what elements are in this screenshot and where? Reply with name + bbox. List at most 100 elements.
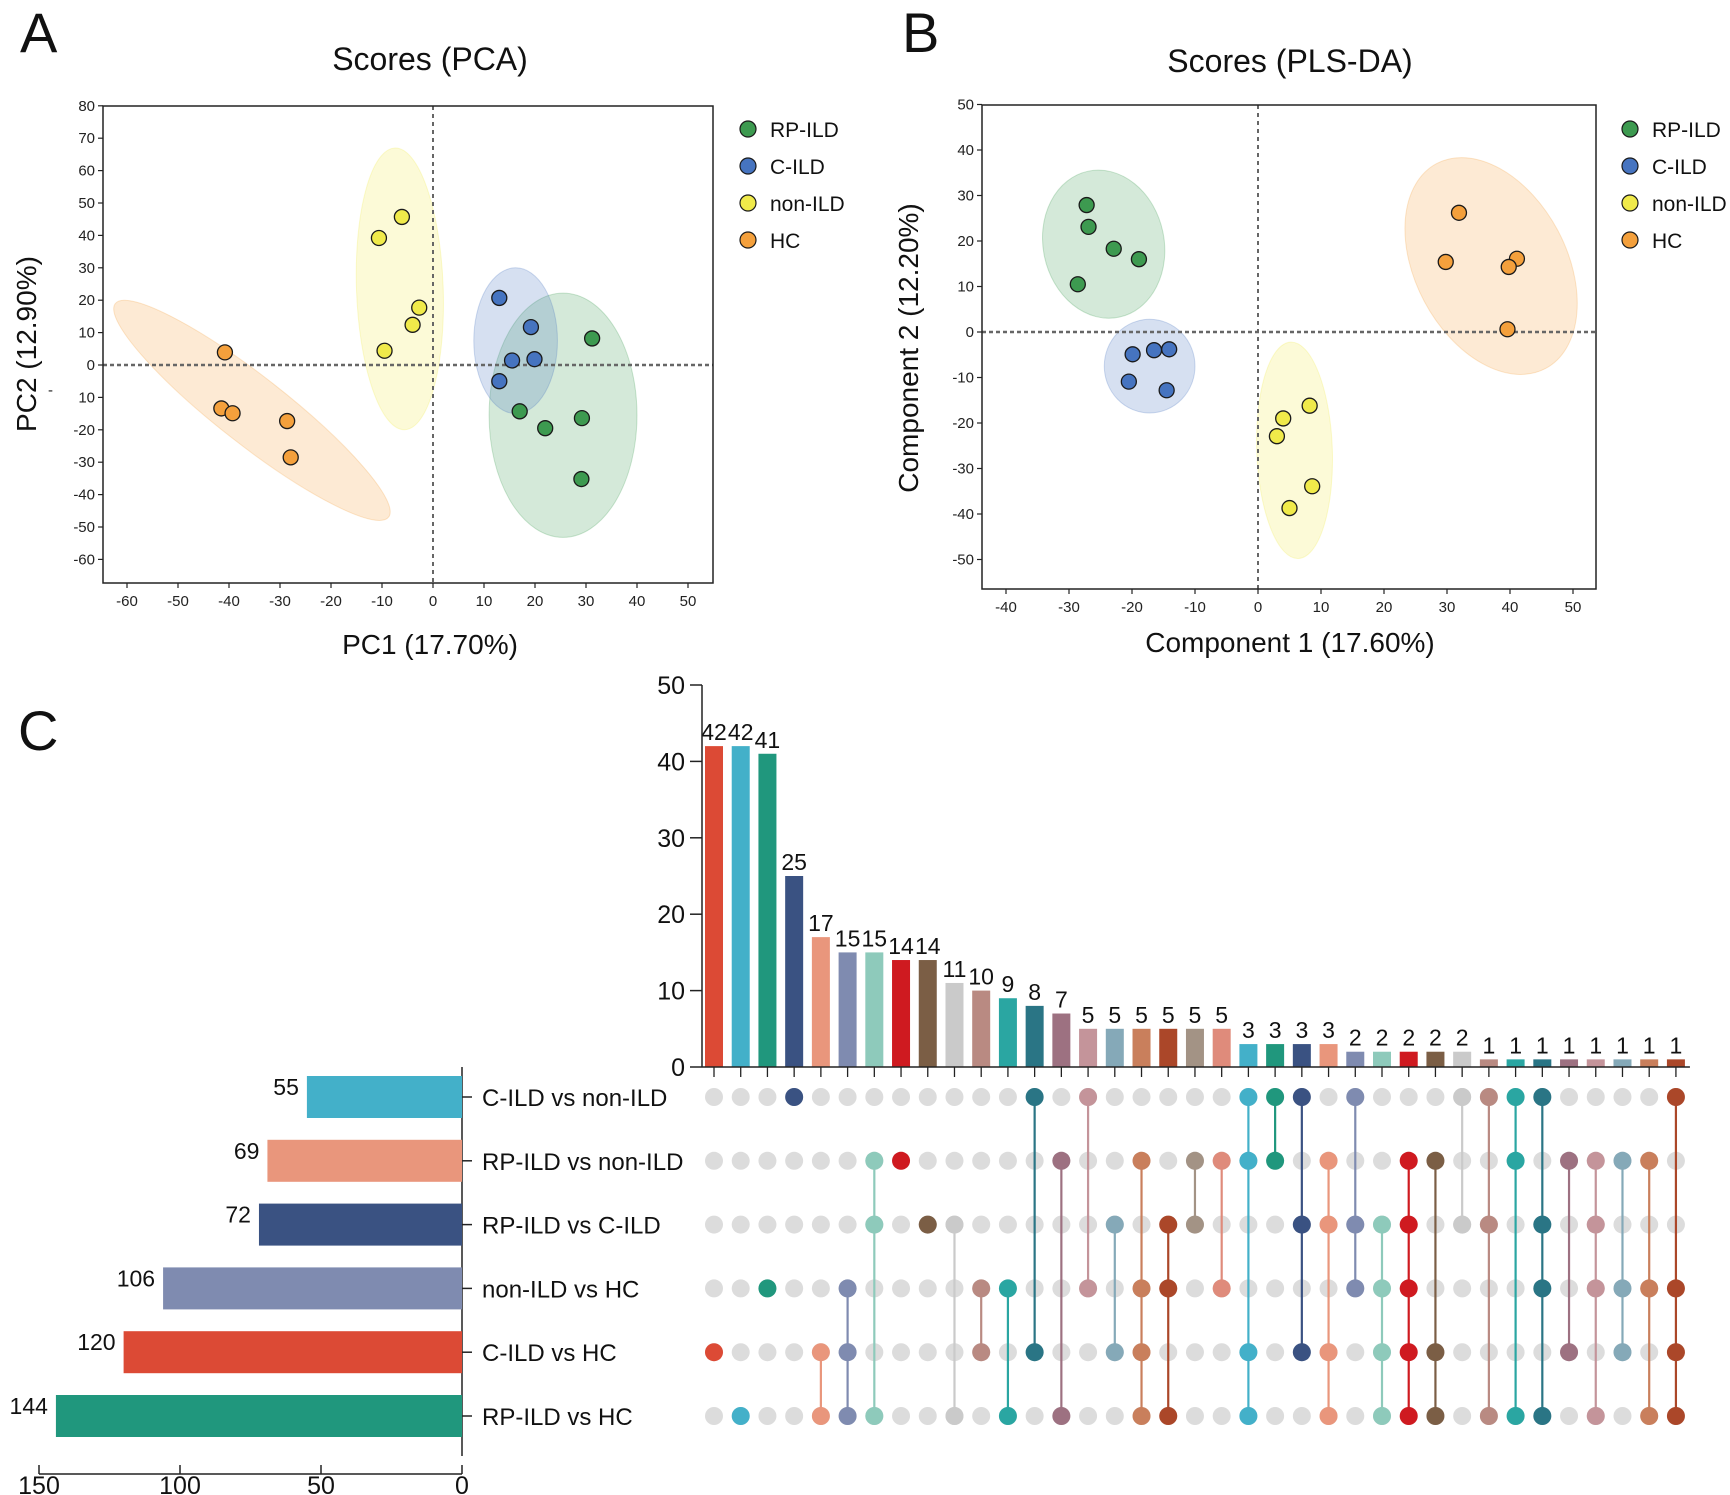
matrix-dot-active [1533, 1279, 1552, 1298]
matrix-dot-inactive [918, 1088, 937, 1106]
intersection-bar [1613, 1059, 1632, 1067]
pca-y-axis-label: PC2 (12.90%) [11, 256, 42, 432]
intersection-bar-value-label: 2 [1402, 1025, 1415, 1051]
matrix-dot-active [1506, 1407, 1525, 1425]
matrix-dot-inactive [785, 1151, 804, 1170]
matrix-dot-active [1533, 1215, 1552, 1234]
matrix-dot-active [1666, 1088, 1685, 1106]
matrix-dot-inactive [758, 1088, 777, 1106]
pca-point-c-ild [526, 351, 543, 368]
intersection-y-tick-label: 20 [657, 901, 685, 929]
matrix-dot-inactive [758, 1407, 777, 1425]
plsda-point-c-ild [1158, 382, 1175, 399]
set-name-label: non-ILD vs HC [482, 1276, 639, 1303]
set-size-value-label: 55 [273, 1074, 299, 1100]
matrix-dot-active [1479, 1407, 1498, 1425]
matrix-column [838, 1088, 857, 1425]
matrix-dot-inactive [705, 1088, 723, 1106]
intersection-bar-value-label: 2 [1376, 1025, 1389, 1051]
matrix-dot-active [705, 1343, 723, 1362]
matrix-dot-active [1319, 1151, 1338, 1170]
matrix-dot-active [785, 1088, 804, 1106]
matrix-column [1239, 1088, 1258, 1425]
pca-point-c-ild [491, 373, 508, 390]
pca-x-tick-label: -30 [269, 593, 291, 610]
matrix-dot-active [1426, 1343, 1445, 1362]
matrix-dot-active [1239, 1407, 1258, 1425]
intersection-bar [1426, 1051, 1445, 1067]
matrix-dot-active [758, 1279, 777, 1298]
matrix-column [1453, 1088, 1472, 1425]
pca-y-tick-label: -20 [73, 422, 95, 439]
matrix-dot-active [1346, 1279, 1365, 1298]
matrix-dot-active [1506, 1151, 1525, 1170]
matrix-dot-active [1239, 1151, 1258, 1170]
plsda-score-plot: Scores (PLS-DA) -40 -30 -20 -10 0 10 20 30 40 50 … [893, 43, 1727, 658]
intersection-bar [1373, 1051, 1391, 1067]
matrix-dot-active [1453, 1088, 1472, 1106]
intersection-bar-value-label: 3 [1322, 1017, 1335, 1043]
plsda-y-tick-label: -10 [952, 370, 974, 387]
pca-point-non-ild [404, 316, 421, 333]
plsda-y-tick-label: 20 [957, 233, 974, 250]
matrix-dot-active [1373, 1279, 1391, 1298]
pca-confidence-ellipse-non-ild [355, 147, 444, 431]
matrix-dot-active [1613, 1151, 1632, 1170]
intersection-bar [758, 753, 777, 1067]
pca-score-plot: Scores (PCA) -60 -50 -40 -30 -20 -10 0 10 20 30 40… [11, 41, 845, 660]
intersection-bar [1346, 1051, 1365, 1067]
matrix-dot-active [1586, 1151, 1605, 1170]
matrix-dot-inactive [705, 1151, 723, 1170]
matrix-dot-inactive [1560, 1088, 1579, 1106]
matrix-dot-inactive [811, 1215, 830, 1234]
plsda-point-non-ild [1268, 428, 1286, 445]
pca-title: Scores (PCA) [332, 41, 528, 77]
matrix-column [758, 1088, 777, 1425]
matrix-column [1079, 1088, 1098, 1425]
matrix-dot-inactive [1613, 1407, 1632, 1425]
plsda-y-tick-label: 30 [957, 188, 974, 205]
matrix-dot-inactive [1212, 1088, 1231, 1106]
set-size-x-tick-label: 150 [18, 1472, 60, 1495]
matrix-dot-active [1266, 1151, 1285, 1170]
matrix-dot-inactive [972, 1088, 991, 1106]
matrix-dot-inactive [865, 1088, 884, 1106]
matrix-dot-active [1640, 1407, 1659, 1425]
pca-y-tick-label: -40 [73, 487, 95, 504]
plsda-legend-item: HC [1621, 230, 1682, 253]
matrix-column [1052, 1088, 1071, 1425]
intersection-bar [1159, 1028, 1178, 1067]
matrix-column [1159, 1088, 1178, 1425]
matrix-dot-active [1399, 1407, 1418, 1425]
intersection-bar-value-label: 15 [862, 925, 888, 951]
matrix-dot-active [1292, 1088, 1311, 1106]
pca-y-tick-label: 80 [78, 98, 95, 115]
intersection-bar-value-label: 2 [1456, 1025, 1469, 1051]
matrix-dot-active [918, 1215, 937, 1234]
pca-x-axis-label: PC1 (17.70%) [342, 629, 518, 660]
matrix-dot-inactive [1266, 1215, 1285, 1234]
matrix-dot-active [1426, 1407, 1445, 1425]
matrix-dot-active [1399, 1343, 1418, 1362]
matrix-dot-active [1666, 1279, 1685, 1298]
matrix-dot-active [1560, 1343, 1579, 1362]
intersection-bar [838, 952, 857, 1067]
matrix-dot-inactive [972, 1151, 991, 1170]
pca-y-tick-label: 10 [78, 325, 95, 342]
matrix-dot-active [1453, 1215, 1472, 1234]
matrix-dot-inactive [892, 1343, 911, 1362]
intersection-bar [1266, 1044, 1285, 1067]
matrix-column [1666, 1088, 1685, 1425]
intersection-bar-value-label: 5 [1082, 1002, 1095, 1028]
matrix-dot-active [1560, 1151, 1579, 1170]
matrix-dot-inactive [758, 1343, 777, 1362]
plsda-x-tick-label: -20 [1121, 599, 1143, 616]
plsda-confidence-ellipse-c-ild [1103, 318, 1196, 414]
matrix-dot-active [945, 1215, 964, 1234]
intersection-bar-value-label: 5 [1162, 1002, 1175, 1028]
matrix-dot-inactive [918, 1279, 937, 1298]
panel-letter-b: B [902, 1, 939, 64]
intersection-bar [1052, 1013, 1071, 1067]
plsda-legend-item: C-ILD [1621, 156, 1707, 179]
